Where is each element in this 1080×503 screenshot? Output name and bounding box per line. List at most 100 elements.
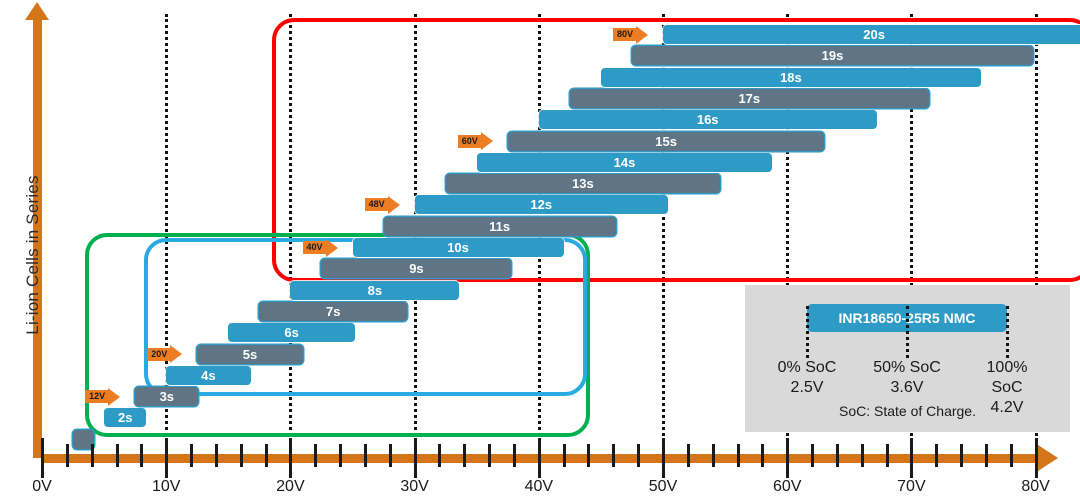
voltage-arrow-12v: 12V xyxy=(85,387,121,406)
y-axis xyxy=(33,18,42,458)
gridline-60v xyxy=(786,14,790,454)
bar-19s: 19s xyxy=(631,46,1034,66)
voltage-arrow-80v: 80V xyxy=(613,25,649,44)
x-tick-minor xyxy=(339,444,343,467)
x-tick-major-80v xyxy=(1034,438,1038,478)
x-tick-minor xyxy=(984,444,988,467)
x-tick-minor xyxy=(761,444,765,467)
x-tick-minor xyxy=(1009,444,1013,467)
bar-16s: 16s xyxy=(538,110,877,130)
x-tick-label-70v: 70V xyxy=(897,478,926,495)
bar-12s: 12s xyxy=(414,195,668,215)
x-tick-minor xyxy=(388,444,392,467)
voltage-arrow-label: 48V xyxy=(364,198,388,212)
x-tick-minor xyxy=(488,444,492,467)
x-tick-major-10v xyxy=(165,438,169,478)
bar-18s: 18s xyxy=(600,67,981,87)
bar-8s: 8s xyxy=(290,280,460,300)
x-tick-minor xyxy=(438,444,442,467)
x-tick-label-80v: 80V xyxy=(1021,478,1050,495)
legend-tick-1 xyxy=(906,306,909,358)
x-tick-minor xyxy=(140,444,144,467)
x-tick-minor xyxy=(835,444,839,467)
voltage-arrow-40v: 40V xyxy=(302,238,338,257)
legend-tick-0 xyxy=(806,306,809,358)
x-tick-minor xyxy=(264,444,268,467)
voltage-arrow-tip xyxy=(636,25,649,44)
voltage-arrow-tip xyxy=(325,238,338,257)
bar-9s: 9s xyxy=(321,259,512,279)
voltage-arrow-label: 60V xyxy=(457,134,481,148)
bar-17s: 17s xyxy=(569,88,929,108)
voltage-arrow-20v: 20V xyxy=(147,345,183,364)
x-tick-minor xyxy=(885,444,889,467)
x-tick-minor xyxy=(960,444,964,467)
bar-10s: 10s xyxy=(352,238,564,257)
voltage-arrow-label: 40V xyxy=(302,241,326,254)
x-tick-minor xyxy=(587,444,591,467)
x-tick-minor xyxy=(811,444,815,467)
x-tick-minor xyxy=(363,444,367,467)
x-tick-minor xyxy=(90,444,94,467)
x-tick-major-0v xyxy=(41,438,44,478)
x-tick-minor xyxy=(637,444,641,467)
bar-5s: 5s xyxy=(197,344,303,364)
x-tick-minor xyxy=(463,444,467,467)
legend-voltage-label: 2.5V xyxy=(790,379,824,396)
gridline-70v xyxy=(910,14,914,454)
x-tick-label-40v: 40V xyxy=(524,478,554,495)
x-tick-minor xyxy=(239,444,243,467)
legend-voltage-label: 3.6V xyxy=(890,379,924,396)
bar-15s: 15s xyxy=(507,131,825,151)
legend-voltage-label: 4.2V xyxy=(990,399,1024,416)
x-tick-minor xyxy=(214,444,218,467)
legend-footnote: SoC: State of Charge. xyxy=(839,403,976,419)
voltage-arrow-48v: 48V xyxy=(364,195,400,214)
x-tick-minor xyxy=(512,444,516,467)
bar-3s: 3s xyxy=(135,387,199,407)
voltage-arrow-tip xyxy=(108,387,121,406)
red-group-outline xyxy=(272,18,1080,282)
bar-7s: 7s xyxy=(259,301,408,321)
x-tick-label-0v: 0V xyxy=(32,478,52,495)
legend-column-0: 0% SoC 2.5V xyxy=(778,358,837,398)
voltage-arrow-label: 12V xyxy=(85,390,109,404)
legend-soc-label: 0% SoC xyxy=(777,359,837,376)
x-tick-label-30v: 30V xyxy=(400,478,429,495)
voltage-arrow-label: 80V xyxy=(613,28,637,41)
y-axis-arrowhead xyxy=(25,2,49,20)
voltage-arrow-tip xyxy=(170,345,183,363)
x-tick-minor xyxy=(314,444,318,467)
voltage-arrow-tip xyxy=(387,195,400,214)
x-tick-minor xyxy=(935,444,939,467)
bar-11s: 11s xyxy=(383,216,616,236)
gridline-50v xyxy=(662,14,665,454)
bar-14s: 14s xyxy=(476,152,773,172)
x-axis-arrowhead xyxy=(1038,445,1058,471)
y-axis-label: Li-ion Cells in Series xyxy=(23,175,42,335)
legend-panel: INR18650-25R5 NMC 0% SoC 2.5V 50% SoC 3.6V 1… xyxy=(745,285,1070,432)
bar-13s: 13s xyxy=(445,174,721,194)
x-tick-minor xyxy=(65,444,69,467)
voltage-arrow-60v: 60V xyxy=(457,132,493,151)
x-tick-minor xyxy=(562,444,566,467)
legend-soc-label: 100% SoC xyxy=(986,359,1028,396)
x-tick-minor xyxy=(190,444,194,467)
x-tick-minor xyxy=(711,444,715,467)
x-axis xyxy=(42,454,1042,463)
x-tick-label-10v: 10V xyxy=(151,478,181,495)
x-tick-minor xyxy=(736,444,740,467)
bar-6s: 6s xyxy=(228,323,355,343)
voltage-arrow-tip xyxy=(480,132,493,150)
x-tick-minor xyxy=(860,444,864,467)
legend-soc-label: 50% SoC xyxy=(873,359,941,376)
bar-4s: 4s xyxy=(166,365,251,385)
x-tick-label-50v: 50V xyxy=(648,478,678,495)
x-tick-minor xyxy=(612,444,616,467)
legend-column-1: 50% SoC 3.6V xyxy=(873,358,941,398)
x-tick-major-20v xyxy=(289,438,293,478)
x-tick-major-30v xyxy=(413,438,417,478)
green-group-outline xyxy=(85,233,590,437)
voltage-arrow-label: 20V xyxy=(147,347,171,361)
